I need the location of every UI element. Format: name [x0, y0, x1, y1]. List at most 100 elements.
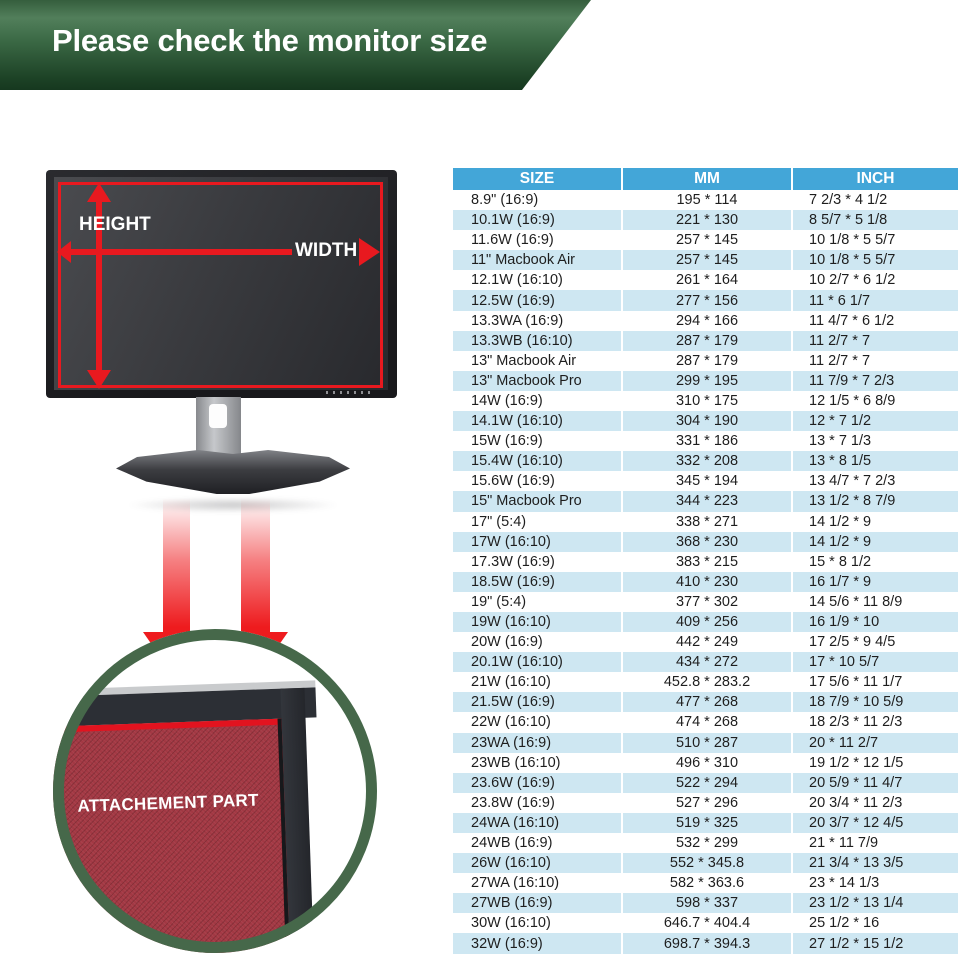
width-arrow-right-icon [359, 238, 380, 266]
cell-inch: 10 1/8 * 5 5/7 [793, 230, 958, 251]
cell-size: 14W (16:9) [453, 390, 621, 412]
cell-mm: 377 * 302 [623, 591, 791, 612]
cell-mm: 409 * 256 [623, 611, 791, 633]
cell-mm: 477 * 268 [623, 692, 791, 713]
cell-size: 12.5W (16:9) [453, 290, 621, 311]
cell-size: 15" Macbook Pro [453, 491, 621, 512]
cell-size: 19W (16:10) [453, 611, 621, 633]
zoom-arrow-right-shaft [241, 498, 270, 634]
cell-inch: 12 1/5 * 6 8/9 [793, 390, 958, 412]
cell-inch: 27 1/2 * 15 1/2 [793, 933, 958, 954]
cell-mm: 698.7 * 394.3 [623, 933, 791, 954]
height-arrow-shaft [96, 200, 102, 372]
cell-inch: 14 1/2 * 9 [793, 511, 958, 532]
cell-inch: 25 1/2 * 16 [793, 913, 958, 934]
cell-mm: 338 * 271 [623, 511, 791, 532]
cell-mm: 344 * 223 [623, 491, 791, 512]
zoom-circle-ring [53, 629, 377, 953]
cell-inch: 20 3/7 * 12 4/5 [793, 812, 958, 833]
cell-size: 32W (16:9) [453, 933, 621, 954]
cell-inch: 20 3/4 * 11 2/3 [793, 792, 958, 813]
cell-size: 22W (16:10) [453, 712, 621, 733]
cell-mm: 646.7 * 404.4 [623, 913, 791, 934]
cell-inch: 23 * 14 1/3 [793, 873, 958, 894]
cell-size: 15.4W (16:10) [453, 451, 621, 472]
cell-size: 13" Macbook Pro [453, 370, 621, 391]
cell-inch: 12 * 7 1/2 [793, 411, 958, 432]
cell-mm: 304 * 190 [623, 411, 791, 432]
cell-size: 12.1W (16:10) [453, 270, 621, 291]
width-arrow-left-icon [57, 241, 71, 263]
cell-mm: 582 * 363.6 [623, 873, 791, 894]
cell-size: 23.8W (16:9) [453, 792, 621, 813]
cell-inch: 19 1/2 * 12 1/5 [793, 752, 958, 773]
cell-inch: 16 1/9 * 10 [793, 611, 958, 633]
cell-mm: 331 * 186 [623, 431, 791, 452]
cell-inch: 11 * 6 1/7 [793, 290, 958, 311]
cell-inch: 20 5/9 * 11 4/7 [793, 772, 958, 793]
cell-size: 11.6W (16:9) [453, 230, 621, 251]
cell-mm: 442 * 249 [623, 632, 791, 653]
cell-size: 17W (16:10) [453, 531, 621, 552]
cell-inch: 11 7/9 * 7 2/3 [793, 370, 958, 391]
monitor-buttons [326, 391, 370, 394]
cell-mm: 261 * 164 [623, 270, 791, 291]
cell-mm: 195 * 114 [623, 190, 791, 211]
cell-inch: 21 3/4 * 13 3/5 [793, 853, 958, 874]
cell-mm: 434 * 272 [623, 652, 791, 673]
cell-inch: 10 2/7 * 6 1/2 [793, 270, 958, 291]
cell-size: 17.3W (16:9) [453, 551, 621, 572]
cell-inch: 13 1/2 * 8 7/9 [793, 491, 958, 512]
cell-size: 26W (16:10) [453, 853, 621, 874]
cell-inch: 14 1/2 * 9 [793, 531, 958, 552]
cell-mm: 221 * 130 [623, 210, 791, 231]
column-header-inch: INCH [793, 168, 958, 190]
cell-size: 27WA (16:10) [453, 873, 621, 894]
cell-inch: 10 1/8 * 5 5/7 [793, 250, 958, 271]
cell-size: 23.6W (16:9) [453, 772, 621, 793]
monitor-illustration: HEIGHT WIDTH [46, 170, 397, 398]
cell-size: 18.5W (16:9) [453, 571, 621, 592]
column-header-size: SIZE [453, 168, 621, 190]
cell-size: 17" (5:4) [453, 511, 621, 532]
cell-size: 27WB (16:9) [453, 893, 621, 914]
cell-inch: 23 1/2 * 13 1/4 [793, 893, 958, 914]
measurement-rectangle [58, 182, 383, 388]
cell-mm: 257 * 145 [623, 230, 791, 251]
cell-size: 13" Macbook Air [453, 350, 621, 371]
monitor-screen [54, 177, 388, 390]
cell-mm: 287 * 179 [623, 350, 791, 371]
cell-size: 15W (16:9) [453, 431, 621, 452]
cell-inch: 15 * 8 1/2 [793, 551, 958, 572]
cell-mm: 345 * 194 [623, 471, 791, 492]
height-arrow-down-icon [87, 370, 111, 389]
cell-mm: 552 * 345.8 [623, 853, 791, 874]
monitor-stand-base [116, 450, 350, 494]
cell-inch: 18 2/3 * 11 2/3 [793, 712, 958, 733]
height-label: HEIGHT [79, 214, 151, 235]
header-banner: Please check the monitor size [0, 0, 591, 90]
cell-inch: 7 2/3 * 4 1/2 [793, 190, 958, 211]
cell-inch: 16 1/7 * 9 [793, 571, 958, 592]
stand-cable-hole [209, 404, 227, 428]
cell-size: 20.1W (16:10) [453, 652, 621, 673]
cell-inch: 14 5/6 * 11 8/9 [793, 591, 958, 612]
cell-inch: 13 * 8 1/5 [793, 451, 958, 472]
cell-inch: 17 * 10 5/7 [793, 652, 958, 673]
cell-size: 15.6W (16:9) [453, 471, 621, 492]
cell-mm: 532 * 299 [623, 833, 791, 854]
cell-size: 21W (16:10) [453, 672, 621, 693]
cell-mm: 510 * 287 [623, 732, 791, 753]
cell-inch: 17 2/5 * 9 4/5 [793, 632, 958, 653]
height-arrow-up-icon [87, 183, 111, 202]
cell-size: 24WB (16:9) [453, 833, 621, 854]
cell-inch: 11 2/7 * 7 [793, 330, 958, 351]
cell-mm: 368 * 230 [623, 531, 791, 552]
cell-mm: 496 * 310 [623, 752, 791, 773]
cell-size: 20W (16:9) [453, 632, 621, 653]
cell-mm: 452.8 * 283.2 [623, 672, 791, 693]
cell-mm: 474 * 268 [623, 712, 791, 733]
cell-inch: 18 7/9 * 10 5/9 [793, 692, 958, 713]
cell-size: 14.1W (16:10) [453, 411, 621, 432]
cell-mm: 277 * 156 [623, 290, 791, 311]
